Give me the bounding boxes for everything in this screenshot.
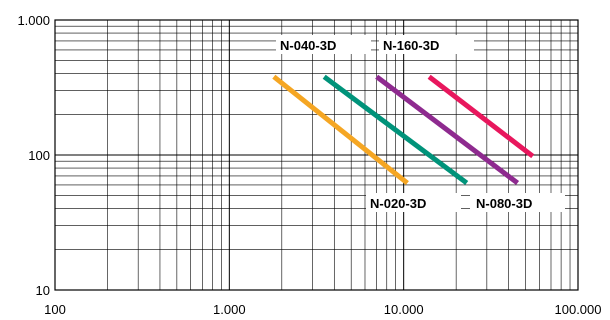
y-tick-label: 1.000: [17, 13, 50, 28]
series-label-n-160-3d: N-160-3D: [379, 35, 474, 54]
y-axis-ticks: 10 100 1.000: [17, 13, 50, 298]
series-line-n-080-3d: [375, 74, 520, 186]
plot-frame: [54, 19, 579, 291]
series-label-n-080-3d: N-080-3D: [470, 193, 565, 212]
y-tick-label: 10: [36, 283, 50, 298]
x-tick-label: 1.000: [213, 302, 246, 317]
series-line-n-020-3d: [272, 74, 409, 185]
series-label-text: N-040-3D: [280, 38, 336, 53]
grid: [54, 20, 578, 291]
x-tick-label: 100: [44, 302, 66, 317]
x-tick-label: 10.000: [384, 302, 424, 317]
series-label-text: N-020-3D: [370, 196, 426, 211]
series-label-text: N-080-3D: [476, 196, 532, 211]
series-line-n-160-3d: [427, 74, 535, 159]
series-label-n-040-3d: N-040-3D: [276, 35, 371, 54]
series-group: [272, 74, 535, 186]
y-tick-label: 100: [28, 148, 50, 163]
x-tick-label: 100.000: [555, 302, 602, 317]
series-label-text: N-160-3D: [383, 38, 439, 53]
x-axis-ticks: 100 1.000 10.000 100.000: [44, 302, 601, 317]
series-label-n-020-3d: N-020-3D: [366, 193, 461, 212]
series-line-n-040-3d: [322, 74, 469, 186]
